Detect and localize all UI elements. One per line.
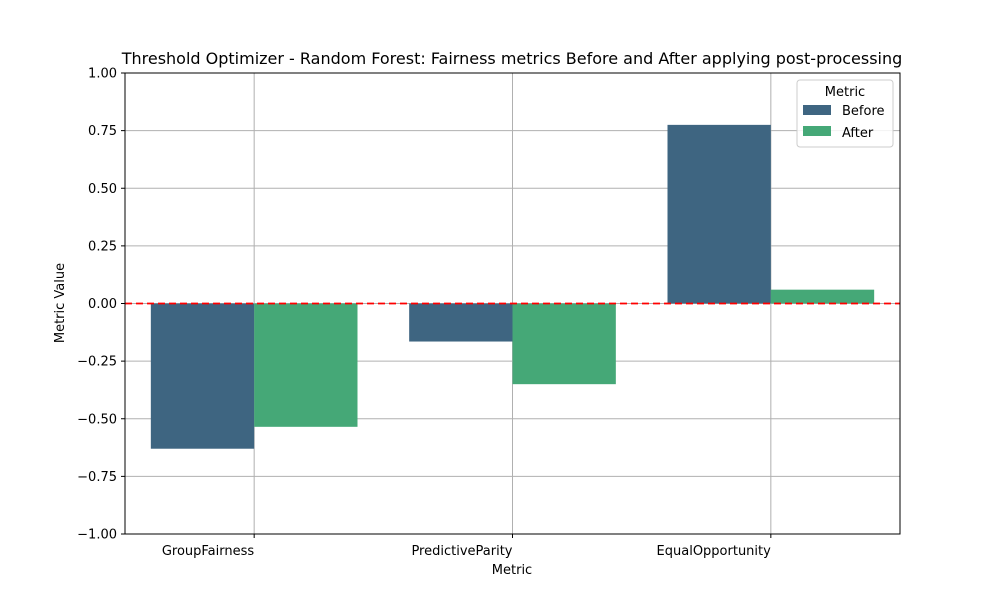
bar-before-groupfairness bbox=[150, 303, 255, 449]
y-tick-label: −0.25 bbox=[77, 355, 117, 370]
x-axis-label: Metric bbox=[492, 563, 532, 578]
y-tick-label: −0.50 bbox=[77, 412, 117, 427]
legend-label-after: After bbox=[842, 126, 874, 141]
bar-before-equalopportunity bbox=[667, 124, 771, 304]
bar-before-predictiveparity bbox=[409, 303, 513, 342]
legend-swatch-before bbox=[803, 105, 831, 115]
y-axis-label: Metric Value bbox=[53, 263, 68, 343]
tick-layer: −1.00 −0.75 −0.50 −0.25 0.00 0.25 0.50 0.75 1.00… bbox=[77, 67, 772, 559]
y-tick-label: 0.75 bbox=[88, 124, 117, 139]
bar-after-predictiveparity bbox=[512, 303, 616, 385]
legend-title: Metric bbox=[825, 85, 865, 100]
legend: Metric Before After bbox=[796, 79, 894, 148]
y-tick-label: 1.00 bbox=[88, 67, 117, 82]
x-tick-label: GroupFairness bbox=[162, 544, 255, 559]
bar-after-groupfairness bbox=[254, 303, 358, 427]
y-tick-label: 0.50 bbox=[88, 182, 117, 197]
y-tick-label: −1.00 bbox=[77, 528, 117, 543]
y-tick-label: −0.75 bbox=[77, 470, 117, 485]
legend-label-before: Before bbox=[842, 104, 885, 119]
x-tick-label: PredictiveParity bbox=[411, 544, 512, 559]
y-tick-label: 0.00 bbox=[88, 297, 117, 312]
y-tick-label: 0.25 bbox=[88, 239, 117, 254]
x-tick-label: EqualOpportunity bbox=[657, 544, 772, 559]
bar-layer bbox=[150, 124, 875, 449]
bar-after-equalopportunity bbox=[770, 289, 875, 304]
legend-swatch-after bbox=[803, 126, 831, 136]
chart-title: Threshold Optimizer - Random Forest: Fai… bbox=[121, 49, 903, 68]
